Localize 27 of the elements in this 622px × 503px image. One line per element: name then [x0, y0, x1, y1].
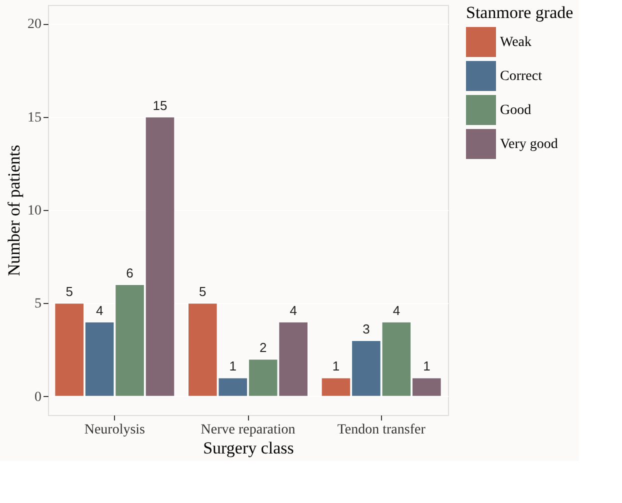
data-label: 1: [229, 358, 237, 374]
x-tick-label: Tendon transfer: [337, 422, 426, 438]
y-axis-title: Number of patients: [4, 144, 24, 276]
legend-label: Weak: [500, 35, 532, 50]
data-label: 1: [332, 358, 340, 374]
data-label: 5: [66, 284, 73, 300]
data-label: 6: [126, 266, 134, 281]
x-axis-title: Surgery class: [203, 438, 294, 458]
y-tick-label: 15: [28, 110, 42, 126]
data-label: 2: [259, 340, 267, 356]
data-label: 4: [96, 302, 104, 318]
y-tick-label: 5: [34, 296, 42, 312]
y-tick-label: 10: [28, 204, 42, 218]
legend-title: Stanmore grade: [466, 3, 574, 22]
data-label: 5: [199, 284, 206, 300]
legend-label: Good: [500, 103, 532, 118]
y-tick-label: 0: [34, 390, 42, 405]
y-tick-label: 20: [28, 17, 42, 32]
data-label: 4: [392, 302, 400, 318]
data-label: 3: [362, 321, 370, 336]
legend-label: Very good: [500, 137, 558, 152]
data-label: 15: [152, 98, 168, 113]
data-label: 1: [423, 358, 430, 374]
data-label: 4: [290, 302, 297, 318]
x-tick-label: Nerve reparation: [200, 422, 296, 438]
legend-label: Correct: [500, 69, 542, 84]
x-tick-label: Neurolysis: [84, 422, 146, 438]
